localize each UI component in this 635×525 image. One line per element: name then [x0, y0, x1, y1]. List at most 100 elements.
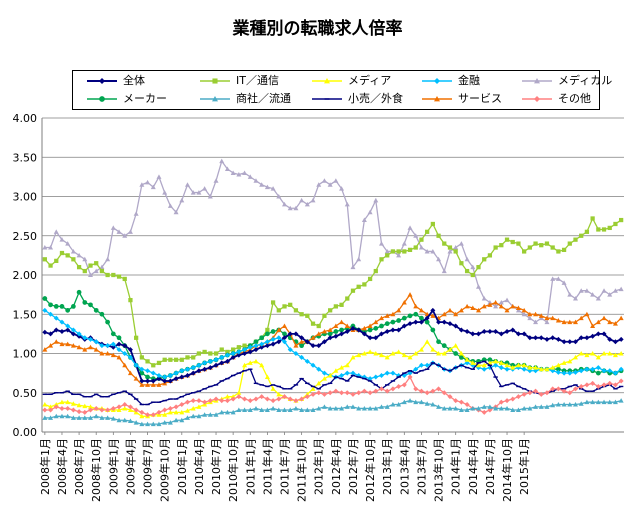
data-point [276, 407, 282, 413]
data-point [424, 390, 430, 396]
data-point [242, 343, 247, 348]
data-point [293, 205, 299, 211]
data-point [179, 374, 185, 380]
data-point [270, 336, 276, 342]
data-point [344, 329, 350, 335]
data-point [504, 366, 510, 372]
data-point [470, 360, 476, 365]
data-point [327, 182, 333, 187]
data-point [595, 354, 601, 360]
y-tick-label: 0.00 [13, 426, 38, 439]
data-point [264, 184, 270, 190]
x-tick-label: 2013年10月 [432, 438, 446, 502]
data-point [430, 307, 436, 313]
data-point [567, 292, 573, 297]
data-point [156, 376, 162, 382]
data-point [595, 365, 601, 371]
data-point [127, 354, 133, 360]
data-point [544, 315, 550, 321]
data-point [607, 292, 613, 297]
data-point [339, 372, 345, 378]
data-point [122, 362, 128, 368]
data-point [555, 336, 561, 342]
data-point [333, 323, 339, 329]
data-point [88, 336, 93, 342]
data-point [133, 420, 139, 425]
data-point [379, 372, 384, 378]
data-point [601, 227, 607, 232]
data-point [65, 413, 71, 419]
x-tick-label: 2009年7月 [141, 438, 155, 495]
data-point [498, 365, 504, 371]
data-point [293, 308, 299, 313]
data-point [48, 311, 54, 317]
data-point [384, 329, 390, 335]
data-point [185, 366, 190, 372]
legend-marker [324, 78, 330, 84]
data-point [270, 341, 276, 347]
data-point [361, 405, 367, 411]
data-point [65, 253, 70, 258]
data-point [128, 297, 133, 303]
data-point [424, 319, 430, 325]
data-point [550, 245, 555, 250]
data-point [327, 405, 333, 411]
data-point [333, 329, 339, 334]
data-point [356, 405, 362, 411]
data-point [179, 409, 185, 415]
data-point [361, 217, 367, 223]
data-point [487, 329, 493, 335]
data-point [82, 300, 88, 305]
data-point [116, 335, 122, 341]
data-point [321, 404, 327, 409]
data-point [538, 404, 544, 409]
data-point [538, 313, 544, 318]
legend-label: 全体 [123, 74, 145, 87]
data-point [550, 276, 556, 281]
data-point [590, 399, 596, 405]
data-point [561, 360, 567, 365]
legend-marker [534, 78, 540, 84]
data-point [48, 404, 54, 409]
y-tick-label: 4.00 [13, 112, 38, 125]
data-point [305, 313, 310, 318]
data-point [493, 358, 499, 364]
data-point [59, 237, 65, 242]
data-point [116, 417, 122, 423]
data-point [573, 296, 578, 301]
data-point [396, 318, 401, 323]
data-point [322, 313, 327, 318]
data-point [213, 362, 219, 368]
data-point [116, 274, 122, 279]
x-tick-label: 2008年10月 [89, 438, 103, 502]
data-point [282, 201, 287, 207]
data-point [447, 245, 453, 250]
data-point [116, 407, 122, 413]
data-point [196, 398, 202, 404]
data-point [476, 265, 481, 270]
data-point [247, 349, 253, 355]
data-point [481, 303, 487, 309]
data-point [321, 376, 327, 381]
data-point [270, 300, 276, 305]
data-point [270, 386, 276, 391]
data-point [612, 288, 618, 293]
data-point [48, 263, 53, 268]
data-point [99, 311, 105, 317]
data-point [476, 331, 481, 337]
data-point [612, 370, 618, 376]
data-point [70, 407, 76, 413]
data-point [385, 253, 390, 258]
data-point [333, 304, 338, 309]
data-point [293, 405, 299, 411]
data-point [316, 343, 322, 349]
data-point [579, 233, 584, 238]
data-point [299, 396, 305, 402]
data-point [110, 225, 116, 230]
data-point [122, 351, 128, 356]
data-point [607, 225, 612, 231]
data-point [618, 315, 624, 321]
data-point [59, 319, 65, 325]
data-point [70, 331, 76, 337]
data-point [42, 407, 48, 413]
